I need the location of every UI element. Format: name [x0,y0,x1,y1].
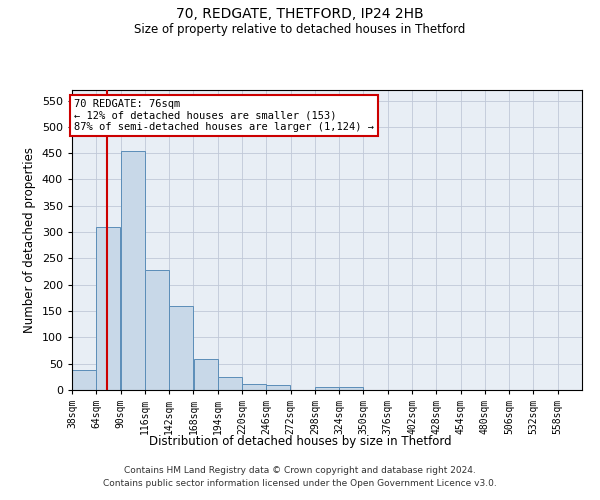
Bar [242,384,266,390]
Bar [72,370,96,390]
Bar [121,150,145,390]
Bar [266,384,290,390]
Bar [97,227,121,390]
Text: 70 REDGATE: 76sqm
← 12% of detached houses are smaller (153)
87% of semi-detache: 70 REDGATE: 76sqm ← 12% of detached hous… [74,99,374,132]
Bar [145,270,169,390]
Text: 70, REDGATE, THETFORD, IP24 2HB: 70, REDGATE, THETFORD, IP24 2HB [176,8,424,22]
Text: Distribution of detached houses by size in Thetford: Distribution of detached houses by size … [149,435,451,448]
Bar [315,388,339,390]
Y-axis label: Number of detached properties: Number of detached properties [23,147,36,333]
Text: Size of property relative to detached houses in Thetford: Size of property relative to detached ho… [134,22,466,36]
Bar [218,377,242,390]
Bar [169,306,193,390]
Bar [339,388,363,390]
Text: Contains HM Land Registry data © Crown copyright and database right 2024.
Contai: Contains HM Land Registry data © Crown c… [103,466,497,487]
Bar [194,360,218,390]
